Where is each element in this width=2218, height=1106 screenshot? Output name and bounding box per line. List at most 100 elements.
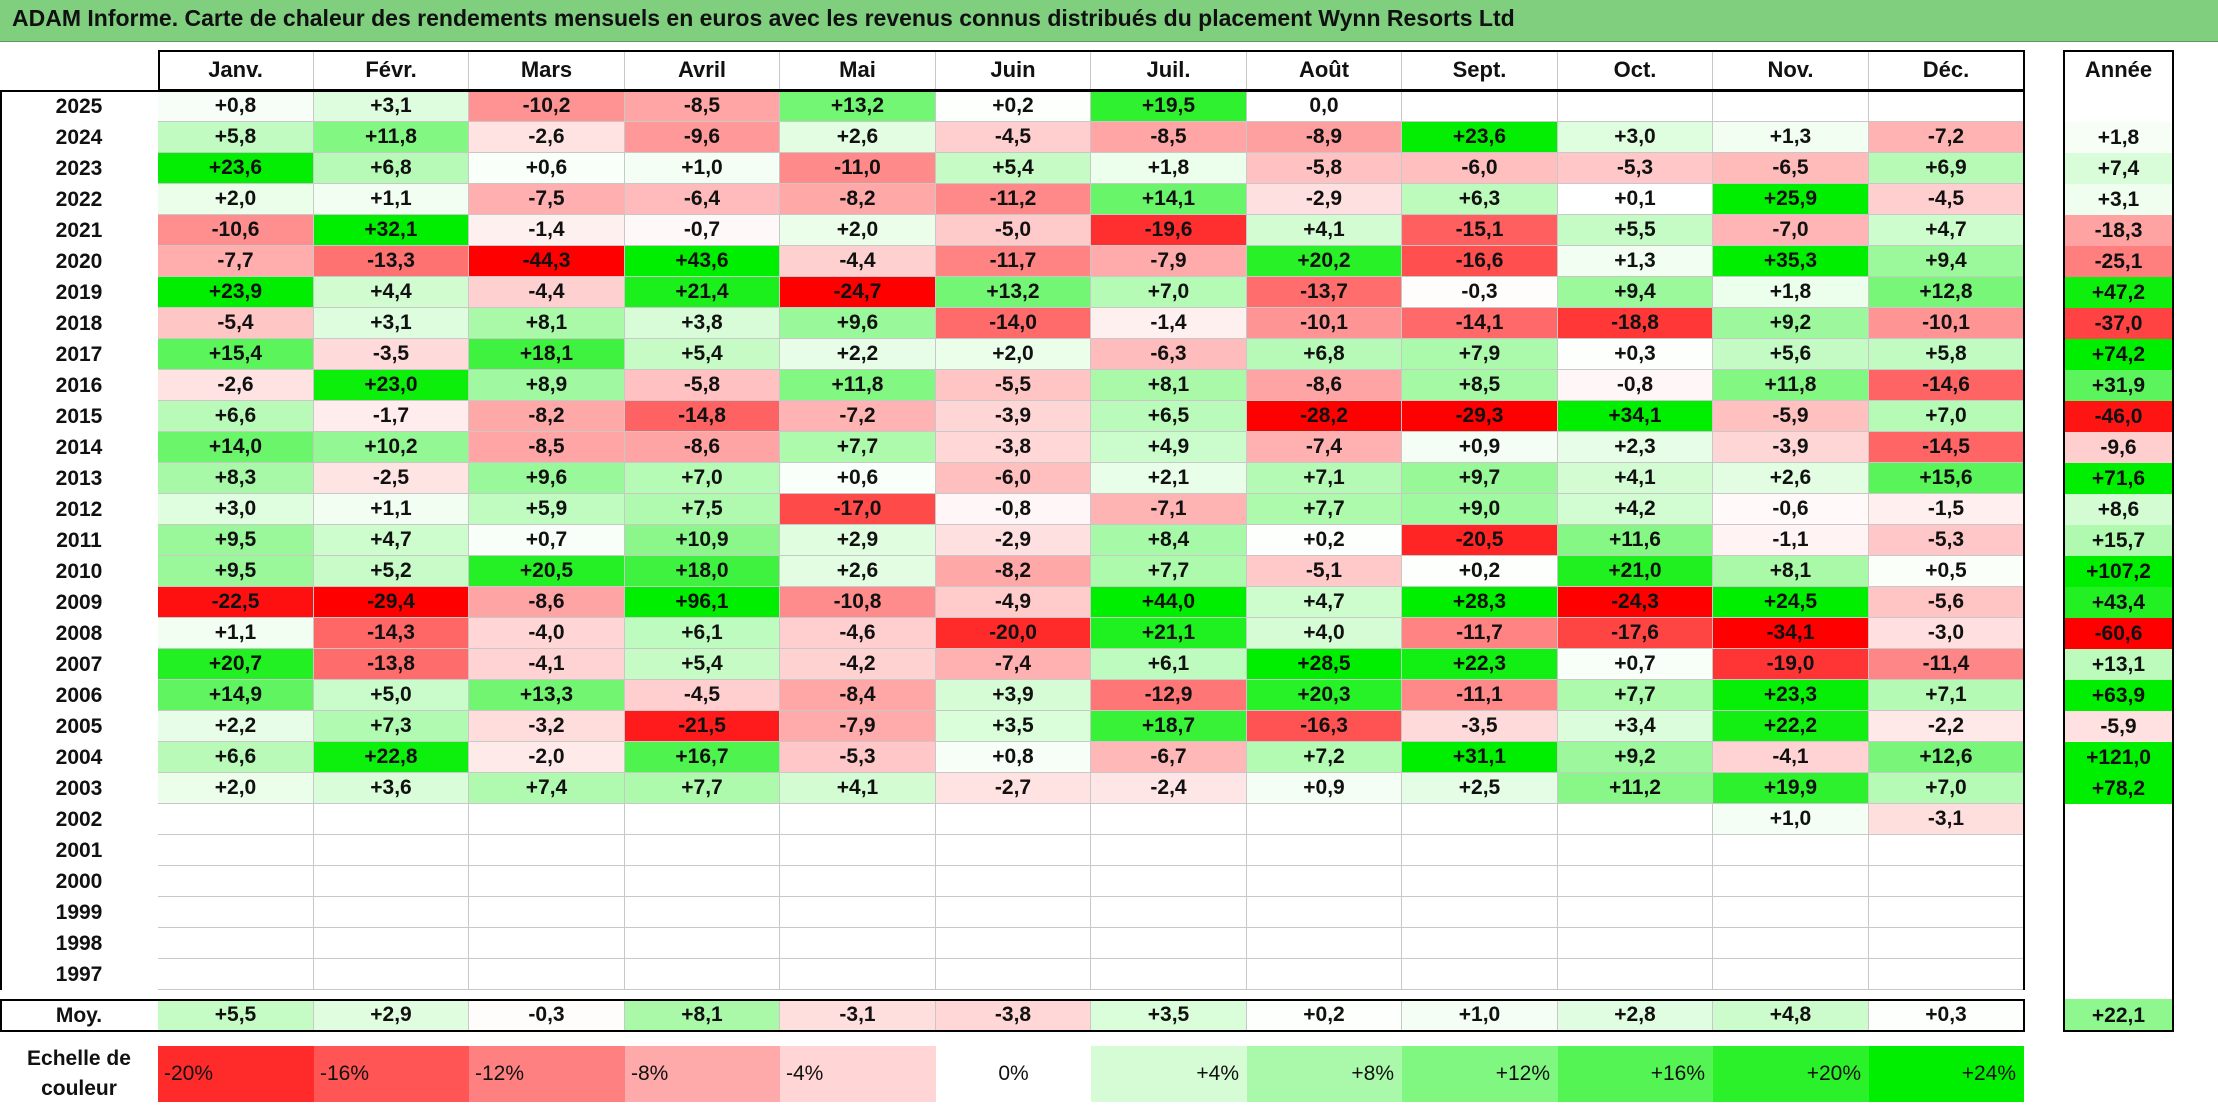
heatmap-cell: -4,0 [469, 618, 625, 649]
heatmap-cell: +7,3 [314, 711, 469, 742]
heatmap-cell [158, 928, 314, 959]
heatmap-cell: +2,1 [1091, 463, 1247, 494]
heatmap-cell: +0,6 [469, 153, 625, 184]
average-cell: -0,3 [469, 999, 625, 1032]
heatmap-cell: -13,8 [314, 649, 469, 680]
year-label: 2011 [0, 525, 158, 556]
heatmap-cell: +3,5 [936, 711, 1091, 742]
heatmap-cell: +19,9 [1713, 773, 1869, 804]
heatmap-cell: -8,5 [625, 91, 780, 122]
year-label: 2004 [0, 742, 158, 773]
annual-cell: +13,1 [2063, 649, 2174, 680]
heatmap-cell: -20,0 [936, 618, 1091, 649]
heatmap-cell: +6,1 [625, 618, 780, 649]
heatmap-cell: -4,1 [1713, 742, 1869, 773]
heatmap-cell: -5,6 [1869, 587, 2024, 618]
annual-cell: -9,6 [2063, 432, 2174, 463]
heatmap-cell: +7,0 [1091, 277, 1247, 308]
heatmap-cell [1402, 91, 1558, 122]
legend-swatch: -4% [780, 1046, 936, 1102]
heatmap-cell: +1,1 [158, 618, 314, 649]
annual-cell: -37,0 [2063, 308, 2174, 339]
heatmap-cell: +10,2 [314, 432, 469, 463]
heatmap-cell [625, 804, 780, 835]
month-header: Avril [625, 50, 780, 90]
year-label: 2001 [0, 835, 158, 866]
heatmap-cell: -34,1 [1713, 618, 1869, 649]
average-cell: -3,8 [936, 999, 1091, 1032]
heatmap-cell: +8,4 [1091, 525, 1247, 556]
heatmap-cell: -1,5 [1869, 494, 2024, 525]
heatmap-cell: -11,7 [936, 246, 1091, 277]
heatmap-cell: -12,9 [1091, 680, 1247, 711]
heatmap-cell: +9,6 [469, 463, 625, 494]
heatmap-cell: +0,9 [1247, 773, 1402, 804]
heatmap-cell [158, 835, 314, 866]
heatmap-cell: +13,2 [780, 91, 936, 122]
heatmap-cell: +7,7 [625, 773, 780, 804]
heatmap-cell: -29,3 [1402, 401, 1558, 432]
heatmap-cell: -21,5 [625, 711, 780, 742]
heatmap-cell: -7,9 [1091, 246, 1247, 277]
heatmap-cell: +24,5 [1713, 587, 1869, 618]
heatmap-cell: +0,2 [936, 91, 1091, 122]
year-label: 2020 [0, 246, 158, 277]
heatmap-cell: +6,6 [158, 742, 314, 773]
heatmap-cell: +7,7 [1558, 680, 1713, 711]
heatmap-cell: +23,3 [1713, 680, 1869, 711]
heatmap-cell: +23,6 [158, 153, 314, 184]
heatmap-cell [469, 928, 625, 959]
average-cell: +8,1 [625, 999, 780, 1032]
heatmap-cell [1713, 959, 1869, 990]
average-annual-cell: +22,1 [2063, 999, 2174, 1032]
heatmap-cell: -10,1 [1247, 308, 1402, 339]
heatmap-cell: -0,8 [1558, 370, 1713, 401]
title-bar: ADAM Informe. Carte de chaleur des rende… [0, 0, 2218, 42]
heatmap-cell: -5,4 [158, 308, 314, 339]
heatmap-cell: +14,0 [158, 432, 314, 463]
annual-cell: +47,2 [2063, 277, 2174, 308]
heatmap-cell [1869, 897, 2024, 928]
heatmap-cell: +4,9 [1091, 432, 1247, 463]
heatmap-cell [1247, 835, 1402, 866]
heatmap-cell [1558, 91, 1713, 122]
heatmap-cell: -11,7 [1402, 618, 1558, 649]
heatmap-cell: +1,3 [1558, 246, 1713, 277]
heatmap-cell: -9,6 [625, 122, 780, 153]
heatmap-cell: -8,5 [469, 432, 625, 463]
heatmap-cell: -8,9 [1247, 122, 1402, 153]
heatmap-cell [1091, 835, 1247, 866]
heatmap-cell: +22,2 [1713, 711, 1869, 742]
heatmap-cell: +0,7 [469, 525, 625, 556]
heatmap-cell: +18,0 [625, 556, 780, 587]
heatmap-cell [1091, 866, 1247, 897]
heatmap-cell: -24,3 [1558, 587, 1713, 618]
heatmap-cell: -16,6 [1402, 246, 1558, 277]
heatmap-cell: -7,7 [158, 246, 314, 277]
heatmap-cell: -14,3 [314, 618, 469, 649]
annual-cell: +15,7 [2063, 525, 2174, 556]
heatmap-cell: +7,0 [1869, 401, 2024, 432]
year-label: 2024 [0, 122, 158, 153]
heatmap-cell: +20,2 [1247, 246, 1402, 277]
heatmap-cell: +34,1 [1558, 401, 1713, 432]
heatmap-cell [1247, 804, 1402, 835]
heatmap-cell [780, 835, 936, 866]
annual-cell: -46,0 [2063, 401, 2174, 432]
year-label: 2000 [0, 866, 158, 897]
heatmap-cell: +12,8 [1869, 277, 2024, 308]
month-header: Juin [936, 50, 1091, 90]
heatmap-cell: +1,0 [1713, 804, 1869, 835]
heatmap-cell: -4,4 [469, 277, 625, 308]
heatmap-cell: +14,1 [1091, 184, 1247, 215]
heatmap-cell [469, 959, 625, 990]
heatmap-cell [1091, 804, 1247, 835]
heatmap-cell: -5,5 [936, 370, 1091, 401]
heatmap-cell: -8,2 [780, 184, 936, 215]
heatmap-cell: +0,8 [936, 742, 1091, 773]
heatmap-cell [780, 804, 936, 835]
heatmap-cell: +9,5 [158, 556, 314, 587]
annual-cell: +71,6 [2063, 463, 2174, 494]
heatmap-cell: -5,9 [1713, 401, 1869, 432]
heatmap-cell: -8,5 [1091, 122, 1247, 153]
